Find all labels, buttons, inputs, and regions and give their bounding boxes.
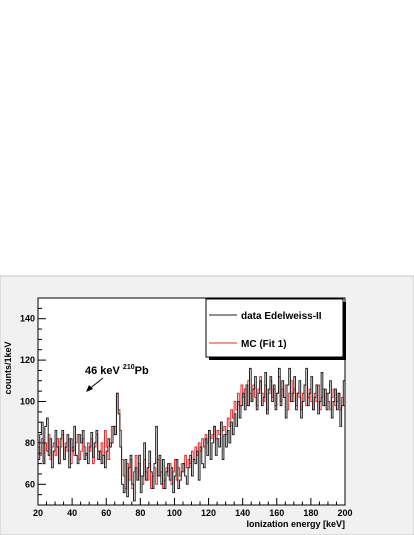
y-tick-label: 120 — [20, 355, 35, 365]
legend-label-mc: MC (Fit 1) — [241, 339, 287, 350]
y-tick-label: 80 — [25, 438, 35, 448]
x-tick-label: 180 — [303, 508, 318, 518]
legend: data Edelweiss-II MC (Fit 1) — [205, 298, 346, 360]
x-tick-label: 80 — [135, 508, 145, 518]
annotation-suffix: Pb — [135, 365, 149, 377]
plot-border — [37, 297, 346, 506]
annotation-prefix: 46 keV — [85, 365, 123, 377]
series-layer — [38, 367, 345, 502]
svg-text:46 keV 210Pb: 46 keV 210Pb — [85, 364, 149, 377]
x-tick-label: 20 — [33, 508, 43, 518]
peak-annotation: 46 keV 210Pb — [85, 364, 149, 392]
tick-labels: 20 40 60 80 100 120 140 160 180 200 60 80 100 120 140 — [20, 314, 353, 518]
series-data-edelweiss — [38, 367, 345, 502]
axis-ticks — [37, 297, 346, 506]
x-tick-label: 40 — [67, 508, 77, 518]
annotation-arrowhead — [86, 385, 93, 392]
x-tick-label: 140 — [235, 508, 250, 518]
x-tick-label: 200 — [337, 508, 352, 518]
x-tick-label: 120 — [201, 508, 216, 518]
y-tick-label: 140 — [20, 314, 35, 324]
y-tick-label: 100 — [20, 397, 35, 407]
x-tick-label: 160 — [269, 508, 284, 518]
legend-box — [205, 298, 344, 358]
x-tick-label: 100 — [167, 508, 182, 518]
y-tick-label: 60 — [25, 479, 35, 489]
x-tick-label: 60 — [101, 508, 111, 518]
legend-label-data: data Edelweiss-II — [241, 311, 322, 322]
x-axis-label: Ionization energy [keV] — [246, 519, 345, 529]
annotation-superscript: 210 — [123, 364, 135, 371]
y-axis-label: counts/1keV — [3, 341, 13, 394]
